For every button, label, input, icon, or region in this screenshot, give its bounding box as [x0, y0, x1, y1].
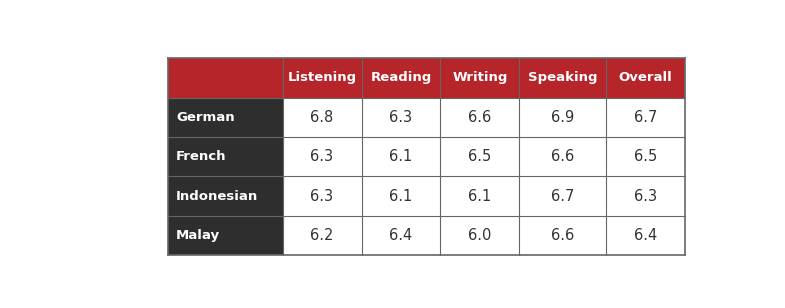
Bar — [362, 137, 440, 176]
Bar — [440, 176, 520, 216]
Text: 6.2: 6.2 — [310, 228, 334, 243]
Text: 6.7: 6.7 — [634, 110, 657, 125]
Text: German: German — [176, 111, 235, 124]
Text: French: French — [176, 150, 227, 163]
Bar — [606, 216, 685, 255]
Text: 6.3: 6.3 — [389, 110, 413, 125]
Text: 6.3: 6.3 — [634, 188, 657, 204]
Bar — [168, 58, 283, 98]
Text: Overall: Overall — [619, 71, 673, 84]
Bar — [362, 58, 440, 98]
Bar — [440, 58, 520, 98]
Text: 6.9: 6.9 — [551, 110, 575, 125]
Text: 6.6: 6.6 — [551, 149, 575, 164]
Text: 6.4: 6.4 — [634, 228, 657, 243]
Text: Listening: Listening — [287, 71, 356, 84]
Text: 6.4: 6.4 — [389, 228, 413, 243]
Bar — [362, 176, 440, 216]
Bar — [168, 98, 283, 137]
Bar — [520, 176, 606, 216]
Bar — [520, 58, 606, 98]
Bar — [168, 176, 283, 216]
Bar — [362, 98, 440, 137]
Bar — [606, 58, 685, 98]
Text: Reading: Reading — [371, 71, 432, 84]
Bar — [606, 98, 685, 137]
Bar — [606, 137, 685, 176]
Bar — [440, 216, 520, 255]
Text: 6.6: 6.6 — [551, 228, 575, 243]
Bar — [440, 98, 520, 137]
Bar — [283, 216, 362, 255]
Text: 6.8: 6.8 — [310, 110, 334, 125]
Text: 6.5: 6.5 — [469, 149, 491, 164]
Text: 6.0: 6.0 — [468, 228, 491, 243]
Text: 6.3: 6.3 — [311, 188, 334, 204]
Text: 6.3: 6.3 — [311, 149, 334, 164]
Bar — [440, 137, 520, 176]
Bar — [283, 176, 362, 216]
Text: Malay: Malay — [176, 229, 220, 242]
Bar — [520, 137, 606, 176]
Bar — [283, 98, 362, 137]
Bar — [520, 216, 606, 255]
Text: 6.1: 6.1 — [389, 188, 413, 204]
Text: 6.5: 6.5 — [634, 149, 657, 164]
Bar — [362, 216, 440, 255]
Text: 6.1: 6.1 — [389, 149, 413, 164]
Bar — [168, 137, 283, 176]
Text: Speaking: Speaking — [528, 71, 597, 84]
Text: Writing: Writing — [452, 71, 508, 84]
Text: 6.6: 6.6 — [469, 110, 491, 125]
Bar — [520, 98, 606, 137]
Text: 6.1: 6.1 — [469, 188, 491, 204]
Bar — [168, 216, 283, 255]
Text: Indonesian: Indonesian — [176, 190, 258, 203]
Text: 6.7: 6.7 — [551, 188, 575, 204]
Bar — [283, 58, 362, 98]
Bar — [283, 137, 362, 176]
Bar — [606, 176, 685, 216]
